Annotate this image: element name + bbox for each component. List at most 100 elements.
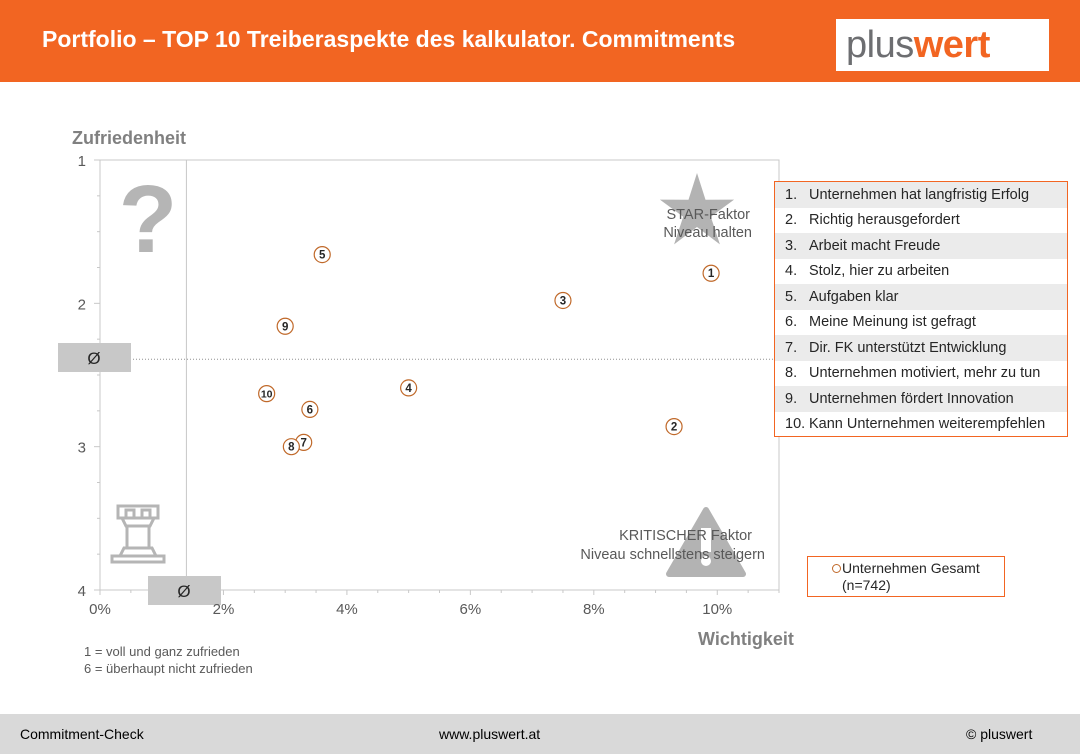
legend-item-number: 7. <box>785 339 798 356</box>
point-marker <box>554 291 572 310</box>
legend-item-number: 5. <box>785 288 798 305</box>
star-icon <box>659 173 735 245</box>
legend-item: 4. Stolz, hier zu arbeiten <box>775 259 1067 285</box>
data-point-4: 4 <box>400 379 418 397</box>
point-label: 2 <box>671 422 677 434</box>
data-point-9: 9 <box>276 317 294 335</box>
axis-ticks: 0% 2% 4% 6% 8% 10% 1 2 3 4 <box>78 153 780 618</box>
legend-item: 10. Kann Unternehmen weiterempfehlen <box>775 412 1067 438</box>
point-label: 7 <box>300 437 306 449</box>
legend-item-label: Unternehmen hat langfristig Erfolg <box>809 186 1030 203</box>
x-tick-label: 10% <box>702 601 732 618</box>
point-label: 5 <box>319 250 326 262</box>
legend-item-number: 1. <box>785 186 798 203</box>
logo-part-wert: wert <box>913 24 991 66</box>
legend-item: 1. Unternehmen hat langfristig Erfolg <box>775 182 1067 208</box>
data-point-1: 1 <box>702 264 720 282</box>
legend-item-number: 2. <box>785 212 798 229</box>
data-point-3: 3 <box>554 291 572 310</box>
point-label: 8 <box>288 442 295 454</box>
point-label: 10 <box>261 389 273 401</box>
page-title: Portfolio – TOP 10 Treiberaspekte des ka… <box>42 26 736 52</box>
rook-icon <box>110 504 166 564</box>
legend-item-label: Richtig herausgefordert <box>809 212 960 229</box>
y-tick-label: 1 <box>78 153 86 170</box>
data-point-2: 2 <box>665 418 683 436</box>
point-marker <box>258 385 276 403</box>
x-tick-label: 8% <box>583 601 605 618</box>
avg-y-symbol: Ø <box>87 349 100 368</box>
point-marker <box>665 418 683 436</box>
avg-x-symbol: Ø <box>177 582 190 601</box>
point-marker <box>282 438 300 456</box>
point-label: 4 <box>405 383 412 395</box>
point-label: 3 <box>560 295 566 307</box>
point-marker <box>301 400 319 418</box>
footer-left-text: Commitment-Check <box>20 726 144 742</box>
data-points: 1 2 3 4 5 6 78 9 10 <box>258 246 720 456</box>
legend-item-label: Kann Unternehmen weiterempfehlen <box>809 416 1046 433</box>
footer-copyright: © pluswert <box>966 726 1033 742</box>
data-point-8: 8 <box>282 438 300 456</box>
item-legend: 1. Unternehmen hat langfristig Erfolg 2. R… <box>774 181 1068 437</box>
question-mark-icon: ? <box>119 166 178 273</box>
series-name: Unternehmen Gesamt <box>842 560 980 576</box>
legend-item-label: Dir. FK unterstützt Entwicklung <box>809 339 1007 356</box>
legend-item-number: 8. <box>785 365 798 382</box>
y-axis-title: Zufriedenheit <box>72 128 186 148</box>
x-axis-title: Wichtigkeit <box>698 629 794 649</box>
legend-item: 8. Unternehmen motiviert, mehr zu tun <box>775 361 1067 387</box>
critical-factor-label: KRITISCHER Faktor <box>619 528 752 544</box>
point-label: 6 <box>307 404 313 416</box>
star-factor-label: STAR-Faktor <box>666 207 750 223</box>
legend-item-number: 3. <box>785 237 798 254</box>
legend-item-label: Unternehmen motiviert, mehr zu tun <box>809 365 1041 382</box>
avg-x-badge <box>148 576 221 605</box>
legend-item-label: Arbeit macht Freude <box>809 237 941 254</box>
point-label: 1 <box>708 268 715 280</box>
scale-note-1: 1 = voll und ganz zufrieden <box>84 644 240 659</box>
series-legend: Unternehmen Gesamt (n=742) <box>807 556 1005 597</box>
logo-text: pluswert <box>846 24 990 67</box>
series-sample-size: (n=742) <box>842 577 891 593</box>
logo-part-plus: plus <box>846 24 914 66</box>
x-tick-label: 4% <box>336 601 358 618</box>
point-label: 9 <box>282 321 288 333</box>
legend-item: 3. Arbeit macht Freude <box>775 233 1067 259</box>
pluswert-logo: pluswert <box>836 19 1049 71</box>
y-tick-label: 2 <box>78 296 86 313</box>
legend-item-number: 4. <box>785 263 798 280</box>
legend-item: 5. Aufgaben klar <box>775 284 1067 310</box>
portfolio-scatter-chart: ? Ø Ø Zufriedenheit Wichtigkeit STAR-Fak… <box>58 128 794 676</box>
data-point-6: 6 <box>301 400 319 418</box>
x-tick-label: 6% <box>460 601 482 618</box>
legend-item: 2. Richtig herausgefordert <box>775 208 1067 234</box>
legend-item-label: Unternehmen fördert Innovation <box>809 390 1014 407</box>
point-marker <box>276 317 294 335</box>
x-tick-label: 2% <box>213 601 235 618</box>
legend-item-number: 9. <box>785 390 798 407</box>
critical-factor-sublabel: Niveau schnellstens steigern <box>580 547 765 563</box>
legend-item-number: 6. <box>785 314 798 331</box>
star-factor-sublabel: Niveau halten <box>663 225 752 241</box>
point-marker <box>400 379 418 397</box>
legend-item-number: 10. <box>785 416 806 433</box>
data-point-10: 10 <box>258 385 276 403</box>
header-bar: Portfolio – TOP 10 Treiberaspekte des ka… <box>0 0 1080 82</box>
y-tick-label: 4 <box>78 583 86 600</box>
point-marker <box>702 264 720 282</box>
avg-y-badge <box>58 343 131 372</box>
legend-item: 7. Dir. FK unterstützt Entwicklung <box>775 335 1067 361</box>
series-marker-icon <box>832 564 841 573</box>
legend-item-label: Meine Meinung ist gefragt <box>809 314 976 331</box>
footer-bar: Commitment-Check www.pluswert.at © plusw… <box>0 714 1080 754</box>
legend-item: 6. Meine Meinung ist gefragt <box>775 310 1067 336</box>
data-point-5: 5 <box>313 246 331 264</box>
footer-website-link[interactable]: www.pluswert.at <box>439 726 541 742</box>
warning-icon <box>666 507 746 577</box>
legend-item-label: Stolz, hier zu arbeiten <box>809 263 950 280</box>
legend-item: 9. Unternehmen fördert Innovation <box>775 386 1067 412</box>
legend-item-label: Aufgaben klar <box>809 288 899 305</box>
y-tick-label: 3 <box>78 440 86 457</box>
scale-note-6: 6 = überhaupt nicht zufrieden <box>84 661 253 676</box>
